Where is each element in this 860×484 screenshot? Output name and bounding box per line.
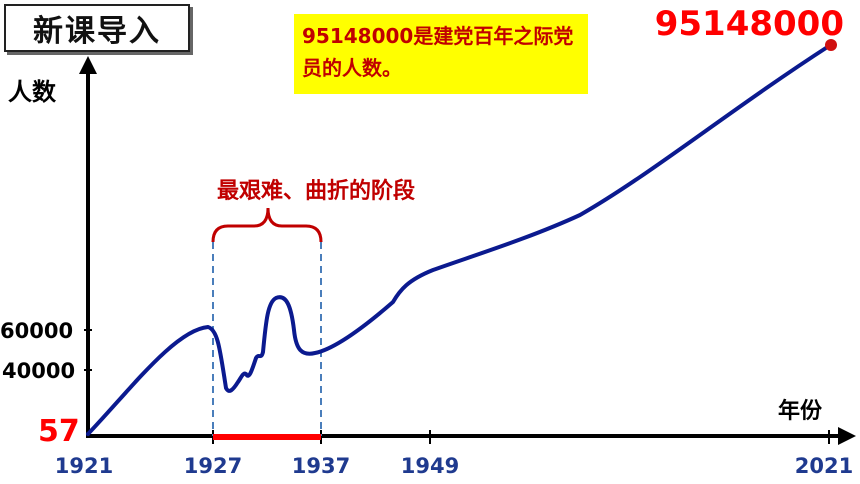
start-point	[86, 432, 90, 436]
series-line	[86, 44, 831, 436]
x-tick-1921: 1921	[55, 454, 113, 478]
x-axis-label: 年份	[778, 398, 823, 424]
y-tick-60000: 60000	[0, 319, 73, 343]
y-axis-arrow	[79, 56, 97, 74]
highlight-number: 95148000	[654, 4, 844, 44]
slide-title: 新课导入	[4, 4, 190, 52]
end-point	[825, 39, 837, 51]
x-tick-2021: 2021	[795, 454, 853, 478]
x-tick-1927: 1927	[184, 454, 242, 478]
start-value-label: 57	[38, 414, 80, 449]
x-tick-1937: 1937	[292, 454, 350, 478]
y-tick-40000: 40000	[2, 359, 75, 383]
period-bracket	[211, 207, 323, 243]
period-label: 最艰难、曲折的阶段	[217, 178, 415, 204]
note-box: 95148000是建党百年之际党员的人数。	[294, 14, 588, 94]
x-tick-1949: 1949	[401, 454, 459, 478]
y-axis-label: 人数	[8, 78, 57, 106]
x-axis-arrow	[838, 427, 856, 445]
